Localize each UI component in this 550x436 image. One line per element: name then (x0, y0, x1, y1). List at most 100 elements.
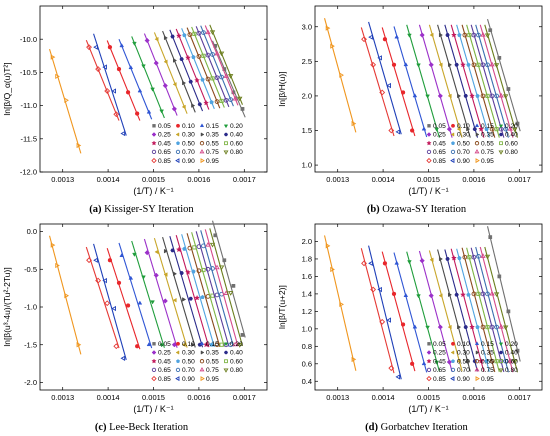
data-point (429, 32, 434, 38)
legend-marker (151, 149, 157, 155)
legend-marker (200, 158, 205, 164)
data-point (163, 59, 168, 65)
data-point (489, 93, 495, 99)
data-point (205, 29, 211, 35)
data-point (446, 359, 453, 365)
data-point (466, 62, 471, 67)
data-point (205, 266, 211, 272)
data-point (200, 77, 205, 82)
legend-label: 0.50 (457, 140, 470, 147)
legend-label: 0.55 (206, 140, 219, 147)
fit-line (106, 248, 141, 350)
data-point (361, 260, 367, 267)
data-point (454, 62, 459, 67)
data-point (209, 342, 214, 347)
legend-marker (151, 358, 157, 364)
data-point (493, 63, 500, 68)
fit-line (437, 24, 471, 138)
legend-label: 0.65 (433, 367, 446, 374)
y-tick-label: 2.0 (302, 237, 312, 246)
y-tick-label: -10.0 (20, 35, 37, 44)
data-point (351, 120, 357, 127)
legend-label: 0.20 (230, 123, 243, 130)
legend-marker (499, 141, 503, 146)
legend-marker (199, 359, 205, 364)
data-point (120, 355, 126, 361)
data-point (463, 94, 468, 98)
data-point (494, 324, 499, 330)
fit-line (209, 228, 244, 347)
data-point (395, 129, 401, 135)
data-point (466, 126, 471, 132)
data-point (471, 254, 477, 260)
data-point (104, 88, 111, 94)
data-point (125, 90, 131, 95)
fit-line (466, 24, 500, 138)
fit-line (175, 235, 210, 348)
data-point (201, 53, 206, 58)
legend-label: 0.05 (433, 123, 446, 130)
data-point (493, 292, 500, 297)
data-point (201, 243, 206, 249)
x-axis-label: (1/T) / K⁻¹ (133, 404, 173, 414)
data-point (150, 300, 155, 305)
data-point (102, 277, 107, 284)
fit-line (93, 243, 127, 361)
y-tick-label: 1.2 (302, 307, 312, 316)
legend-label: 0.85 (433, 376, 446, 383)
fit-line (191, 26, 225, 108)
fit-line (475, 246, 509, 373)
fit-line (418, 24, 453, 138)
data-point (507, 358, 513, 363)
legend-label: 0.80 (230, 367, 243, 374)
data-point (210, 52, 215, 57)
data-point (187, 245, 193, 251)
legend-label: 0.40 (230, 350, 243, 357)
legend-marker (427, 342, 431, 346)
legend-marker (175, 149, 181, 155)
data-point (438, 293, 443, 298)
data-point (119, 43, 125, 48)
data-point (467, 32, 472, 38)
data-point (113, 343, 120, 350)
data-point (512, 127, 518, 133)
data-point (388, 127, 395, 134)
data-point (391, 291, 397, 297)
fit-line (486, 226, 521, 362)
data-point (438, 256, 443, 262)
y-tick-label: 2.0 (302, 92, 312, 101)
data-point (135, 344, 140, 349)
data-point (135, 111, 140, 116)
fit-line (428, 250, 463, 372)
y-tick-label: -2.0 (24, 378, 37, 387)
data-point (86, 257, 92, 264)
data-point (213, 233, 218, 238)
legend-label: 0.70 (182, 367, 195, 374)
legend-marker (426, 375, 432, 382)
legend-marker (223, 368, 229, 373)
data-point (237, 96, 243, 102)
data-point (182, 297, 187, 302)
data-point (447, 324, 452, 330)
legend-label: 0.65 (158, 367, 171, 374)
fit-line (195, 231, 230, 347)
data-point (116, 280, 122, 286)
y-axis-label: ln[β/T(u+2)] (277, 285, 287, 329)
x-tick-label: 0.0017 (508, 175, 531, 184)
data-point (368, 34, 373, 40)
y-axis-label: ln[β(u³-4u)/(Tu²-2Tu)] (2, 267, 12, 346)
data-point (419, 32, 425, 38)
data-point (210, 76, 215, 81)
legend-marker (176, 341, 180, 346)
data-point (459, 61, 467, 68)
data-point (214, 75, 220, 81)
data-point (205, 76, 211, 82)
data-point (188, 296, 193, 301)
legend-label: 0.50 (182, 140, 195, 147)
data-point (503, 126, 509, 132)
fit-line (186, 27, 221, 109)
data-point (457, 32, 462, 37)
data-point (172, 82, 177, 87)
legend-label: 0.20 (505, 123, 518, 130)
data-point (163, 248, 168, 254)
